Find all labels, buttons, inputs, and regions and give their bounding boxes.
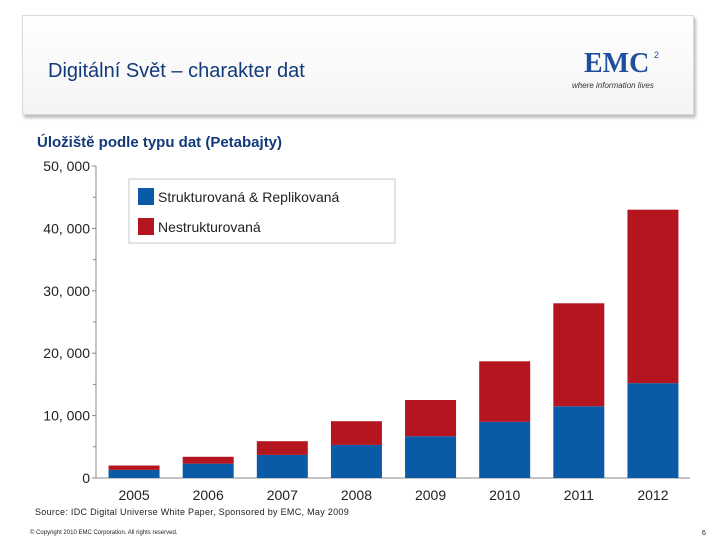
y-tick-label: 50, 000 xyxy=(43,158,90,174)
bar-structured-2006 xyxy=(182,463,234,478)
y-tick-label: 10, 000 xyxy=(43,408,90,424)
slide-header-frame xyxy=(22,15,694,115)
bar-unstructured-2005 xyxy=(108,465,160,470)
copyright-note: © Copyright 2010 EMC Corporation. All ri… xyxy=(30,530,178,536)
y-tick-label: 20, 000 xyxy=(43,345,90,361)
emc-logo: EMC 2 where information lives xyxy=(572,48,672,94)
legend-label-unstructured: Nestrukturovaná xyxy=(158,219,261,235)
legend-label-structured: Strukturovaná & Replikovaná xyxy=(158,189,340,205)
x-tick-label: 2005 xyxy=(118,487,149,503)
bar-structured-2005 xyxy=(108,469,160,478)
slide-title: Digitální Svět – charakter dat xyxy=(48,60,305,82)
x-tick-label: 2012 xyxy=(637,487,668,503)
legend-swatch-unstructured xyxy=(138,218,154,235)
chart-title: Úložiště podle typu dat (Petabajty) xyxy=(37,134,283,151)
bar-unstructured-2008 xyxy=(330,421,382,445)
logo-tagline: where information lives xyxy=(572,81,654,90)
bar-unstructured-2010 xyxy=(479,361,531,422)
y-tick-label: 0 xyxy=(82,470,90,486)
source-note: Source: IDC Digital Universe White Paper… xyxy=(35,507,350,517)
bar-unstructured-2009 xyxy=(405,400,457,437)
bar-structured-2007 xyxy=(256,454,308,478)
x-tick-label: 2010 xyxy=(489,487,520,503)
logo-superscript: 2 xyxy=(654,50,660,60)
page-number: 6 xyxy=(702,530,706,537)
bar-unstructured-2006 xyxy=(182,456,234,464)
bar-structured-2009 xyxy=(405,436,457,478)
x-tick-label: 2006 xyxy=(193,487,224,503)
y-tick-label: 30, 000 xyxy=(43,283,90,299)
bar-structured-2012 xyxy=(627,383,679,478)
x-tick-label: 2011 xyxy=(564,487,594,503)
y-tick-label: 40, 000 xyxy=(43,220,90,236)
bar-structured-2011 xyxy=(553,406,605,478)
x-tick-label: 2009 xyxy=(415,487,446,503)
bar-unstructured-2011 xyxy=(553,303,605,407)
bar-structured-2008 xyxy=(330,444,382,478)
logo-mark: EMC xyxy=(584,48,650,79)
legend-swatch-structured xyxy=(138,188,154,205)
bar-unstructured-2012 xyxy=(627,209,679,384)
x-tick-label: 2008 xyxy=(341,487,372,503)
bar-unstructured-2007 xyxy=(256,441,308,455)
x-tick-label: 2007 xyxy=(267,487,298,503)
legend-box xyxy=(128,178,396,244)
bar-structured-2010 xyxy=(479,421,531,478)
